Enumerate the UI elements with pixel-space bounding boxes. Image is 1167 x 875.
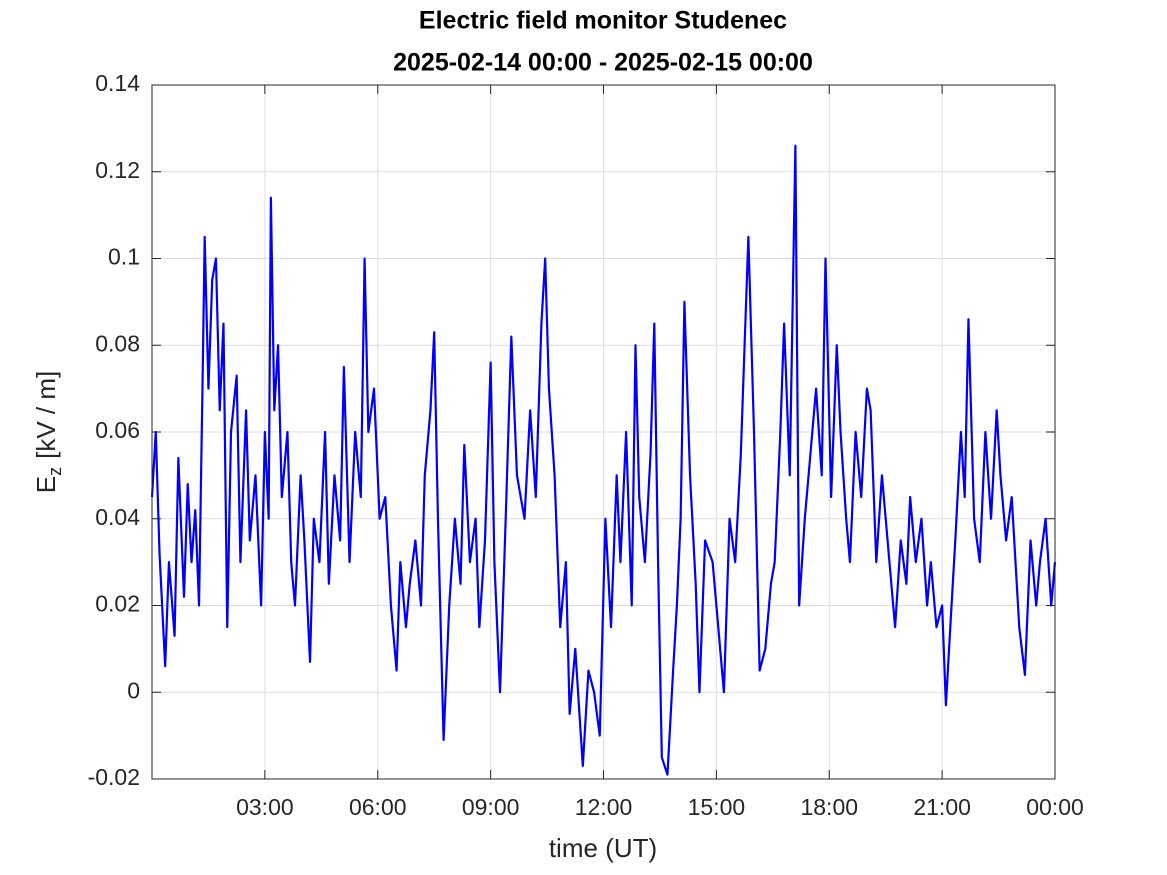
x-tick-label: 06:00: [349, 794, 407, 820]
y-label-unit: [kV / m]: [31, 371, 61, 459]
y-tick-label: 0.08: [95, 330, 140, 356]
y-label-subscript: z: [45, 467, 65, 476]
y-tick-label: -0.02: [88, 764, 140, 790]
x-tick-label: 00:00: [1026, 794, 1084, 820]
x-tick-label: 03:00: [236, 794, 294, 820]
x-tick-label: 09:00: [462, 794, 520, 820]
x-tick-label: 21:00: [913, 794, 971, 820]
x-axis-label: time (UT): [549, 833, 657, 863]
y-tick-label: 0.04: [95, 504, 140, 530]
y-tick-label: 0.12: [95, 157, 140, 183]
data-line: [150, 144, 1057, 776]
y-tick-label: 0.14: [95, 70, 140, 96]
y-tick-label: 0: [127, 677, 140, 703]
x-tick-label: 12:00: [575, 794, 633, 820]
y-tick-label: 0.02: [95, 591, 140, 617]
y-label-base: E: [31, 476, 61, 493]
plot-frame: [151, 84, 1056, 780]
x-tick-label: 15:00: [688, 794, 746, 820]
chart-subtitle: 2025-02-14 00:00 - 2025-02-15 00:00: [393, 49, 813, 77]
y-axis-label: Ez [kV / m]: [31, 371, 65, 493]
y-tick-label: 0.1: [108, 244, 140, 270]
x-tick-label: 18:00: [800, 794, 858, 820]
chart-title: Electric field monitor Studenec: [419, 7, 787, 35]
y-tick-label: 0.06: [95, 417, 140, 443]
